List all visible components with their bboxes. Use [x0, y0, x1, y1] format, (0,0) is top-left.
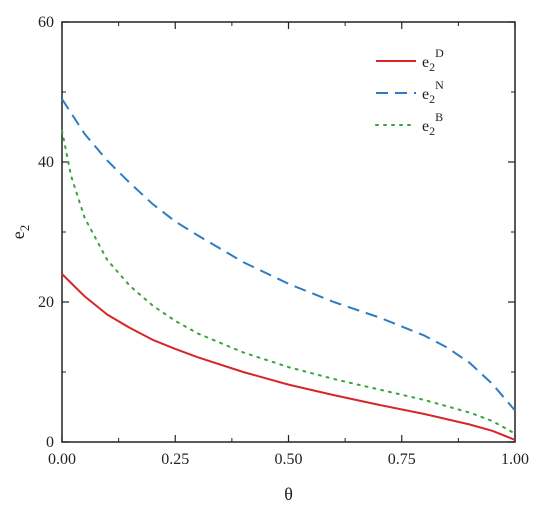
y-tick-label: 20 [38, 294, 54, 311]
x-tick-label: 0.00 [48, 451, 76, 468]
legend-label-e2N: e2N [422, 78, 444, 106]
y-axis-title: e2 [8, 225, 32, 240]
series-line-e2D [61, 273, 516, 441]
y-tick-label: 40 [38, 154, 54, 171]
legend-label-e2D: e2D [422, 46, 444, 74]
y-tick-label: 60 [38, 14, 54, 31]
x-tick-label: 1.00 [501, 451, 529, 468]
x-tick-label: 0.50 [275, 451, 303, 468]
plot-series [61, 98, 516, 441]
x-tick-label: 0.25 [161, 451, 189, 468]
axes: 0.00 0.25 0.50 0.75 1.00 0 20 40 60 θ e2 [8, 14, 529, 504]
legend: e2D e2N e2B [375, 46, 444, 138]
series-line-e2N [61, 98, 516, 412]
series-line-e2B [61, 129, 516, 435]
x-tick-label: 0.75 [388, 451, 416, 468]
y-tick-label: 0 [46, 434, 54, 451]
x-axis-title: θ [284, 484, 293, 504]
legend-label-e2B: e2B [422, 110, 443, 138]
